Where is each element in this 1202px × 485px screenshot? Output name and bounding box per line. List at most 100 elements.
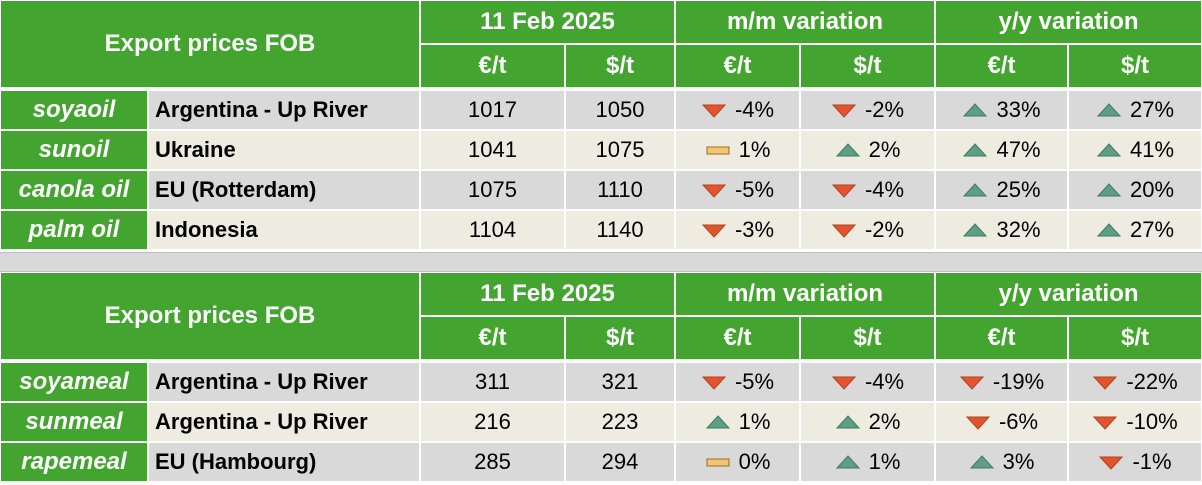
header-unit-text: €/t [478,52,507,79]
variation-text: 1% [738,137,771,162]
header-unit: €/t [936,317,1067,359]
variation: -6% [936,403,1067,441]
variation-text: 47% [996,137,1041,162]
price-eur: 1017 [421,91,564,129]
trend-icon [963,143,988,157]
variation: 27% [1069,91,1201,129]
product: soyameal [1,363,147,401]
trend-icon [959,376,984,390]
trend-icon [831,376,857,390]
trend-icon [963,223,988,237]
variation: -4% [676,91,799,129]
variation-text: -2% [864,217,905,242]
header-unit: $/t [566,317,674,359]
trend-icon [831,104,857,118]
trend-icon [831,224,857,238]
origin-text: EU (Hambourg) [155,449,317,474]
price-eur: 1104 [421,211,564,249]
variation: 20% [1069,171,1201,209]
header-unit: €/t [421,317,564,359]
price-usd: 294 [566,443,674,481]
variation: 1% [676,403,799,441]
variation-text: -4% [734,97,775,122]
variation: -19% [936,363,1067,401]
variation-text: 0% [738,449,771,474]
variation: 2% [801,131,934,169]
product: soyaoil [1,91,147,129]
header-unit: $/t [1069,45,1201,87]
header-unit-text: $/t [1120,324,1149,351]
header-unit: $/t [801,317,934,359]
variation-text: 27% [1129,217,1175,242]
header-yy-text: y/y variation [998,8,1139,35]
price-eur-text: 1017 [468,97,517,122]
origin-text: Indonesia [155,217,258,242]
origin: EU (Rotterdam) [149,171,419,209]
price-usd: 1050 [566,91,674,129]
origin-text: Argentina - Up River [155,97,368,122]
price-eur-text: 216 [474,409,511,434]
trend-icon [1096,183,1122,197]
variation: 32% [936,211,1067,249]
variation: -5% [676,363,799,401]
variation: -4% [801,363,934,401]
origin: EU (Hambourg) [149,443,419,481]
price-usd: 223 [566,403,674,441]
variation: 25% [936,171,1067,209]
variation: -1% [1069,443,1201,481]
header-date-text: 11 Feb 2025 [480,8,615,35]
variation-text: -5% [734,177,775,202]
header-date: 11 Feb 2025 [421,1,674,43]
trend-icon [1096,103,1122,117]
variation: -10% [1069,403,1201,441]
trend-icon [1093,376,1118,390]
trend-icon [706,458,730,467]
price-eur: 1075 [421,171,564,209]
variation: 3% [936,443,1067,481]
price-usd-text: 223 [601,409,639,434]
price-eur: 285 [421,443,564,481]
variation: 41% [1069,131,1201,169]
variation: 27% [1069,211,1201,249]
trend-icon [701,376,727,390]
variation: 33% [936,91,1067,129]
trend-icon [1099,456,1124,470]
variation-text: -4% [864,369,905,394]
header-unit-text: €/t [723,52,752,79]
header-unit: $/t [801,45,934,87]
header-yy: y/y variation [936,273,1201,315]
variation: 0% [676,443,799,481]
price-usd-text: 321 [601,369,639,394]
variation: -5% [676,171,799,209]
header-unit: €/t [676,45,799,87]
price-usd-text: 1075 [595,137,645,162]
product: sunmeal [1,403,147,441]
origin-text: EU (Rotterdam) [155,177,317,202]
variation-text: 1% [738,409,771,434]
price-usd: 321 [566,363,674,401]
header-title: Export prices FOB [1,273,419,359]
variation-text: -5% [734,369,775,394]
trend-icon [969,455,994,469]
variation-text: 27% [1129,97,1175,122]
variation-text: 3% [1002,449,1035,474]
header-mm: m/m variation [676,1,934,43]
variation-text: 20% [1129,177,1175,202]
header-unit-text: $/t [853,52,882,79]
variation-text: -22% [1126,369,1178,394]
header-title-text: Export prices FOB [104,302,316,329]
trend-icon [1096,143,1122,157]
header-date: 11 Feb 2025 [421,273,674,315]
product-text: palm oil [28,216,120,243]
variation-text: 2% [868,137,901,162]
header-title: Export prices FOB [1,1,419,87]
variation-text: -6% [998,409,1039,434]
header-unit-text: $/t [1120,52,1149,79]
price-eur-text: 1075 [468,177,517,202]
price-usd-text: 1110 [597,177,643,202]
product-text: sunmeal [25,408,123,435]
separator [0,252,1202,272]
variation: -2% [801,211,934,249]
variation-text: 1% [868,449,901,474]
header-unit: €/t [676,317,799,359]
